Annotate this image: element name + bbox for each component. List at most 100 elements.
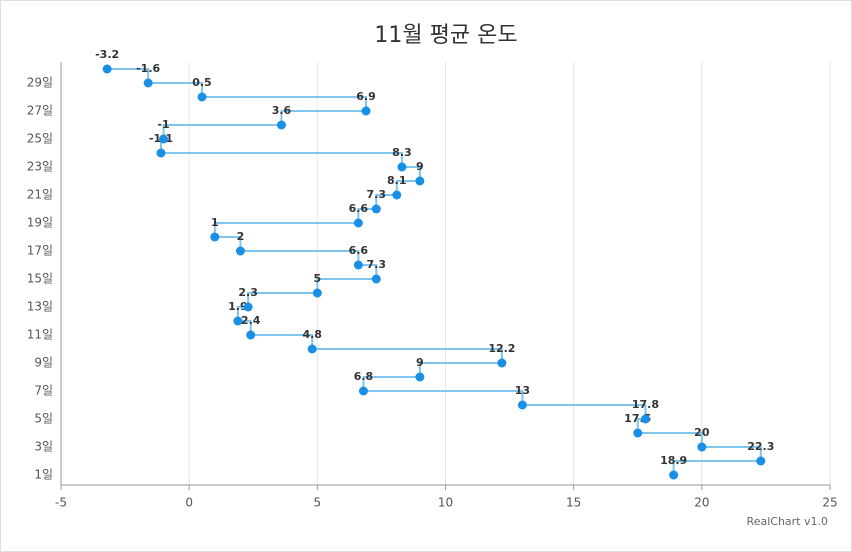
step-connector: [107, 68, 150, 83]
data-label: 6.6: [349, 202, 369, 215]
step-connector: [312, 348, 503, 363]
data-label: 5: [314, 272, 322, 285]
step-connector: [522, 404, 647, 419]
point: [517, 400, 527, 410]
chart-title: 11월 평균 온도: [374, 23, 517, 48]
y-tick-label: 25일: [27, 132, 53, 146]
data-label: 18.9: [660, 454, 687, 467]
point: [233, 316, 243, 326]
y-tick-label: 21일: [27, 188, 53, 202]
point: [276, 120, 286, 130]
data-label: 6.6: [349, 244, 369, 257]
x-tick-label: 0: [185, 496, 193, 510]
x-tick-label: 10: [438, 496, 453, 510]
step-connector: [214, 236, 242, 251]
data-label: 13: [515, 384, 530, 397]
point: [246, 330, 256, 340]
data-label: 1.9: [228, 300, 248, 313]
data-label: 7.3: [367, 258, 387, 271]
x-tick-label: -5: [55, 496, 67, 510]
data-label: 7.3: [367, 188, 387, 201]
data-label: 1: [211, 216, 219, 229]
point: [415, 372, 425, 382]
data-label: 6.8: [354, 370, 374, 383]
point: [497, 358, 507, 368]
step-connector: [148, 82, 203, 97]
point: [697, 442, 707, 452]
point: [235, 246, 245, 256]
point: [353, 260, 363, 270]
step-connector: [418, 362, 502, 377]
x-tick-label: 5: [314, 496, 322, 510]
credit: RealChart v1.0: [747, 515, 828, 528]
y-tick-label: 29일: [27, 76, 53, 90]
y-tick-label: 15일: [27, 272, 53, 286]
y-tick-label: 27일: [27, 104, 53, 118]
step-connector: [357, 208, 377, 223]
y-tick-label: 13일: [27, 300, 53, 314]
data-label: 0.5: [192, 76, 212, 89]
point: [143, 78, 153, 88]
step-connector: [395, 180, 420, 195]
data-label: 6.9: [356, 90, 376, 103]
point: [640, 414, 650, 424]
data-label: 12.2: [488, 342, 515, 355]
data-label: 2: [237, 230, 245, 243]
y-tick-label: 19일: [27, 216, 53, 230]
point: [197, 92, 207, 102]
data-label: -3.2: [95, 48, 119, 61]
x-tick-label: 15: [566, 496, 581, 510]
point: [371, 274, 381, 284]
step-connector: [240, 250, 360, 265]
y-tick-label: 7일: [34, 384, 53, 398]
step-connector: [247, 292, 318, 307]
data-label: 2.3: [238, 286, 258, 299]
point: [210, 232, 220, 242]
data-label: 4.8: [302, 328, 322, 341]
data-label: 8.3: [392, 146, 412, 159]
data-label: 8.1: [387, 174, 407, 187]
data-label: 3.6: [272, 104, 292, 117]
point: [397, 162, 407, 172]
step-connector: [160, 152, 403, 167]
y-tick-label: 9일: [34, 356, 53, 370]
y-tick-label: 5일: [34, 412, 53, 426]
step-connector: [701, 446, 762, 461]
y-tick-label: 11일: [27, 328, 53, 342]
y-tick-label: 17일: [27, 244, 53, 258]
step-connector: [250, 334, 314, 349]
x-tick-label: 25: [822, 496, 837, 510]
step-connector: [162, 124, 282, 139]
y-tick-label: 3일: [34, 440, 53, 454]
step-connector: [362, 376, 420, 391]
point: [392, 190, 402, 200]
step-connector: [637, 432, 703, 447]
step-connector: [672, 460, 761, 475]
data-label: 22.3: [747, 440, 774, 453]
data-label: 20: [694, 426, 710, 439]
y-tick-label: 23일: [27, 160, 53, 174]
point: [102, 64, 112, 74]
x-tick-label: 20: [694, 496, 709, 510]
step-connector: [358, 264, 378, 279]
point: [312, 288, 322, 298]
y-tick-label: 1일: [34, 468, 53, 482]
step-connector: [363, 390, 524, 405]
point: [243, 302, 253, 312]
point: [633, 428, 643, 438]
step-connector: [280, 110, 367, 125]
step-connector: [213, 222, 359, 237]
point: [353, 218, 363, 228]
data-label: -1: [157, 118, 169, 131]
step-connector: [316, 278, 377, 293]
point: [371, 204, 381, 214]
data-label: 9: [416, 160, 424, 173]
data-label: 9: [416, 356, 424, 369]
data-label: -1.6: [136, 62, 160, 75]
point: [756, 456, 766, 466]
step-connector: [201, 96, 368, 111]
point: [415, 176, 425, 186]
step-connector: [401, 166, 421, 181]
data-label: 17.8: [632, 398, 659, 411]
